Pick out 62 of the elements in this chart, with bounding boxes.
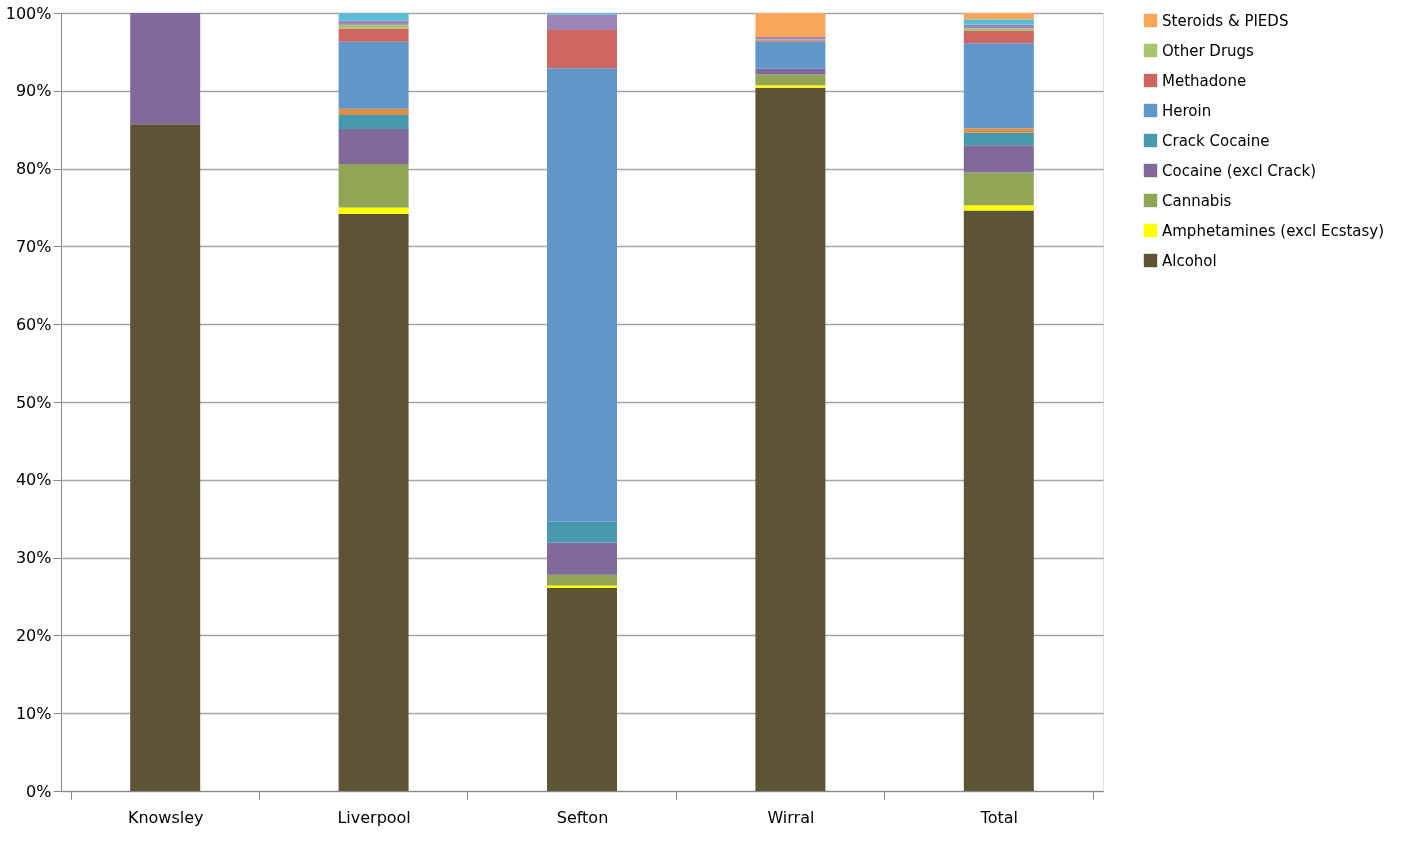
x-tick-label: Liverpool — [337, 807, 411, 827]
bar — [338, 24, 409, 29]
bar — [547, 587, 617, 791]
bar — [547, 574, 617, 586]
legend-label: Crack Cocaine — [1162, 131, 1270, 150]
bar — [963, 210, 1034, 791]
bar — [755, 85, 826, 88]
bar — [338, 20, 409, 25]
legend-label: Steroids & PIEDS — [1162, 11, 1289, 30]
bar — [547, 30, 617, 69]
bar — [755, 74, 826, 86]
y-tick-label: 10% — [15, 703, 52, 723]
bar — [338, 114, 409, 129]
bar — [963, 132, 1034, 146]
bar — [755, 87, 826, 791]
bar — [963, 24, 1034, 29]
y-tick-label: 60% — [15, 314, 52, 334]
bar — [338, 108, 409, 115]
bar — [963, 145, 1034, 173]
bar — [547, 68, 617, 522]
bar — [338, 28, 409, 42]
bar — [338, 13, 409, 21]
bar — [963, 30, 1034, 44]
bar — [963, 172, 1034, 206]
x-tick-label: Total — [979, 807, 1018, 827]
bar — [963, 19, 1034, 25]
bar — [130, 124, 201, 791]
legend-label: Cannabis — [1162, 191, 1232, 210]
x-tick-label: Wirral — [767, 807, 815, 827]
x-tick-label: Sefton — [556, 807, 609, 827]
bar — [338, 41, 409, 109]
legend-label: Methadone — [1162, 71, 1247, 90]
x-tick-label: Knowsley — [127, 807, 204, 827]
bar — [547, 521, 617, 543]
bar — [963, 128, 1034, 133]
y-tick-label: 70% — [15, 236, 52, 256]
y-tick-label: 20% — [15, 625, 52, 645]
bar — [338, 207, 409, 214]
bar — [963, 13, 1034, 20]
bar — [130, 13, 201, 125]
legend-label: Alcohol — [1162, 251, 1217, 270]
legend-label: Other Drugs — [1162, 41, 1255, 60]
bar — [755, 41, 826, 69]
bar — [338, 163, 409, 208]
legend-label: Heroin — [1162, 101, 1212, 120]
y-tick-label: 40% — [15, 470, 52, 490]
y-tick-label: 90% — [15, 81, 52, 101]
legend-label: Amphetamines (excl Ecstasy) — [1162, 221, 1385, 240]
bar — [338, 128, 409, 164]
bar — [755, 69, 826, 75]
y-tick-label: 50% — [15, 392, 52, 412]
y-tick-label: 30% — [15, 548, 52, 568]
bar — [963, 205, 1034, 211]
bar — [338, 213, 409, 791]
bar — [547, 14, 617, 31]
legend-label: Cocaine (excl Crack) — [1162, 161, 1316, 180]
bar — [547, 542, 617, 575]
bar — [963, 43, 1034, 129]
y-tick-label: 80% — [15, 159, 52, 179]
bar — [755, 13, 826, 38]
y-tick-label: 100% — [5, 3, 52, 23]
y-tick-label: 0% — [26, 781, 52, 801]
